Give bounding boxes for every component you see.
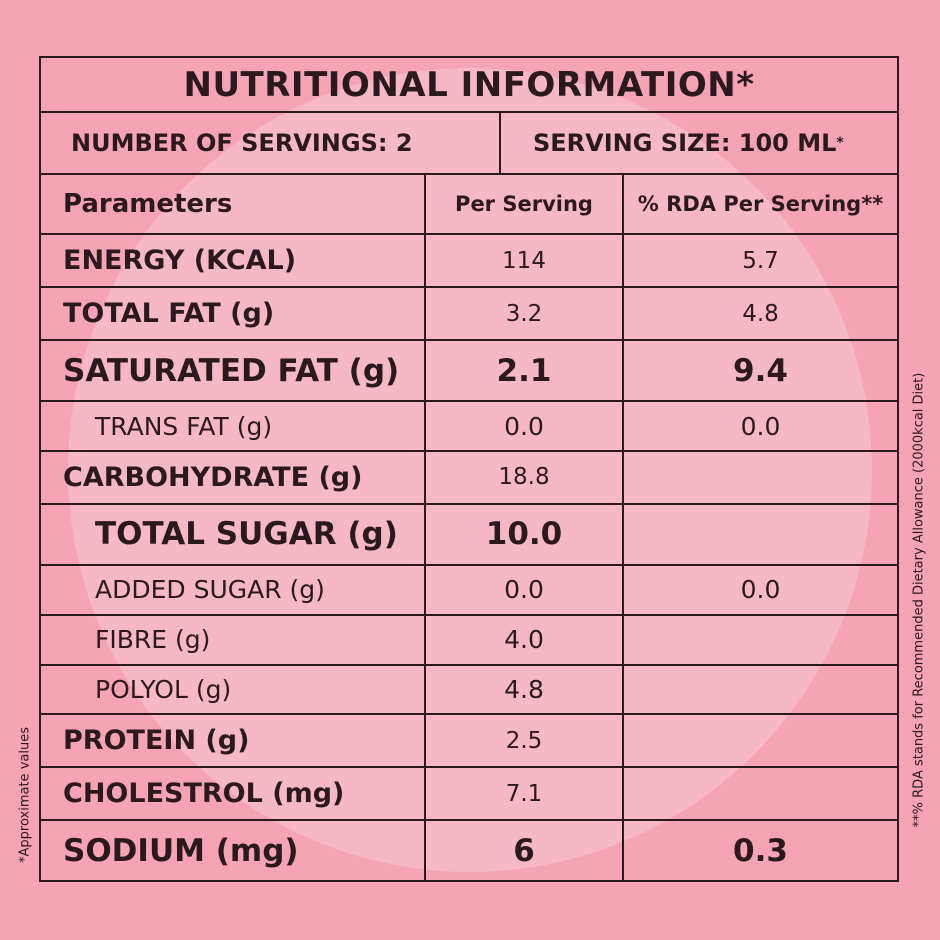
row-parameter: CARBOHYDRATE (g) (41, 449, 426, 505)
row-rda (622, 613, 897, 666)
row-parameter: TOTAL SUGAR (g) (41, 502, 426, 566)
row-rda: 5.7 (622, 232, 897, 289)
table-header-row: Parameters Per Serving % RDA Per Serving… (41, 175, 897, 235)
row-rda: 0.0 (622, 400, 897, 452)
row-per-serving: 4.8 (424, 663, 624, 716)
header-rda: % RDA Per Serving** (622, 175, 897, 235)
table-row: ENERGY (KCAL) 114 5.7 (41, 232, 897, 289)
table-row: CHOLESTROL (mg) 7.1 (41, 766, 897, 822)
row-rda: 9.4 (622, 339, 897, 403)
approx-footnote: *Approximate values (17, 727, 33, 863)
row-parameter: SATURATED FAT (g) (41, 339, 426, 403)
row-per-serving: 0.0 (424, 400, 624, 452)
row-parameter: PROTEIN (g) (41, 713, 426, 769)
row-rda: 0.3 (622, 819, 897, 880)
row-per-serving: 2.1 (424, 339, 624, 403)
row-per-serving: 3.2 (424, 286, 624, 342)
row-per-serving: 114 (424, 232, 624, 289)
header-parameters: Parameters (41, 175, 426, 235)
row-rda (622, 449, 897, 505)
table-row: CARBOHYDRATE (g) 18.8 (41, 449, 897, 505)
row-parameter: ENERGY (KCAL) (41, 232, 426, 289)
serving-size-mark: * (836, 135, 844, 151)
row-per-serving: 0.0 (424, 563, 624, 616)
row-rda (622, 713, 897, 769)
row-parameter: TRANS FAT (g) (41, 400, 426, 452)
row-rda (622, 502, 897, 566)
table-row: ADDED SUGAR (g) 0.0 0.0 (41, 563, 897, 616)
row-rda: 0.0 (622, 563, 897, 616)
rda-footnote: **% RDA stands for Recommended Dietary A… (911, 372, 927, 828)
servings-row: NUMBER OF SERVINGS: 2 SERVING SIZE: 100 … (41, 113, 897, 175)
table-row: POLYOL (g) 4.8 (41, 663, 897, 716)
row-parameter: FIBRE (g) (41, 613, 426, 666)
table-row: SODIUM (mg) 6 0.3 (41, 819, 897, 880)
header-per-serving: Per Serving (424, 175, 624, 235)
row-rda: 4.8 (622, 286, 897, 342)
row-parameter: CHOLESTROL (mg) (41, 766, 426, 822)
row-parameter: TOTAL FAT (g) (41, 286, 426, 342)
row-per-serving: 10.0 (424, 502, 624, 566)
nutrition-panel: NUTRITIONAL INFORMATION* NUMBER OF SERVI… (39, 56, 899, 882)
serving-size: SERVING SIZE: 100 ML * (501, 113, 897, 173)
table-row: TOTAL FAT (g) 3.2 4.8 (41, 286, 897, 342)
table-row: SATURATED FAT (g) 2.1 9.4 (41, 339, 897, 403)
servings-count: NUMBER OF SERVINGS: 2 (41, 113, 501, 173)
row-per-serving: 4.0 (424, 613, 624, 666)
row-per-serving: 18.8 (424, 449, 624, 505)
table-row: TRANS FAT (g) 0.0 0.0 (41, 400, 897, 452)
row-parameter: POLYOL (g) (41, 663, 426, 716)
row-rda (622, 766, 897, 822)
row-per-serving: 7.1 (424, 766, 624, 822)
table-row: FIBRE (g) 4.0 (41, 613, 897, 666)
row-per-serving: 6 (424, 819, 624, 880)
row-parameter: ADDED SUGAR (g) (41, 563, 426, 616)
row-parameter: SODIUM (mg) (41, 819, 426, 880)
table-row: TOTAL SUGAR (g) 10.0 (41, 502, 897, 566)
table-row: PROTEIN (g) 2.5 (41, 713, 897, 769)
page-title: NUTRITIONAL INFORMATION* (41, 58, 897, 113)
nutrition-table: Parameters Per Serving % RDA Per Serving… (41, 175, 897, 880)
row-rda (622, 663, 897, 716)
row-per-serving: 2.5 (424, 713, 624, 769)
serving-size-label: SERVING SIZE: 100 ML (533, 129, 837, 157)
